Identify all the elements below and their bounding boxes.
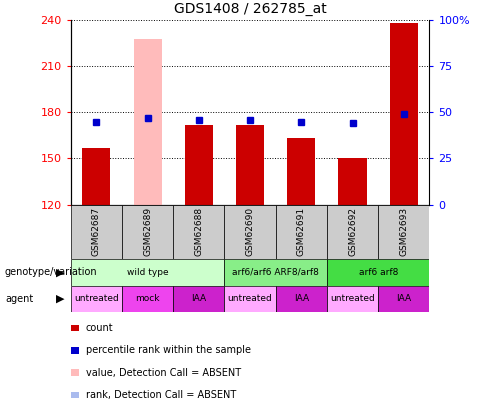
Text: genotype/variation: genotype/variation — [5, 267, 98, 277]
Bar — [185, 125, 213, 205]
Bar — [224, 286, 276, 312]
Text: IAA: IAA — [294, 294, 309, 303]
Bar — [287, 139, 315, 205]
Bar — [173, 286, 224, 312]
Bar — [173, 205, 224, 259]
Bar — [71, 205, 122, 259]
Bar — [327, 205, 378, 259]
Text: GSM62690: GSM62690 — [245, 207, 255, 256]
Text: GSM62693: GSM62693 — [399, 207, 408, 256]
Bar — [224, 205, 276, 259]
Text: rank, Detection Call = ABSENT: rank, Detection Call = ABSENT — [86, 390, 236, 400]
Text: GSM62691: GSM62691 — [297, 207, 306, 256]
Bar — [236, 125, 264, 205]
Text: wild type: wild type — [127, 268, 168, 277]
Bar — [224, 259, 327, 286]
Text: percentile rank within the sample: percentile rank within the sample — [86, 345, 251, 355]
Bar — [276, 205, 327, 259]
Bar — [378, 205, 429, 259]
Text: untreated: untreated — [330, 294, 375, 303]
Text: ▶: ▶ — [56, 267, 64, 277]
Bar — [134, 39, 162, 205]
Text: untreated: untreated — [74, 294, 119, 303]
Bar — [122, 205, 173, 259]
Bar — [378, 286, 429, 312]
Bar — [122, 286, 173, 312]
Text: mock: mock — [135, 294, 160, 303]
Text: ▶: ▶ — [56, 294, 64, 304]
Bar — [390, 23, 418, 205]
Text: agent: agent — [5, 294, 33, 304]
Bar — [82, 148, 110, 205]
Text: untreated: untreated — [228, 294, 272, 303]
Text: count: count — [86, 323, 114, 333]
Bar — [71, 286, 122, 312]
Bar — [71, 259, 224, 286]
Text: GSM62689: GSM62689 — [143, 207, 152, 256]
Bar — [327, 286, 378, 312]
Text: arf6/arf6 ARF8/arf8: arf6/arf6 ARF8/arf8 — [232, 268, 319, 277]
Bar — [339, 158, 366, 205]
Text: IAA: IAA — [191, 294, 206, 303]
Text: GSM62687: GSM62687 — [92, 207, 101, 256]
Bar — [276, 286, 327, 312]
Bar — [327, 259, 429, 286]
Text: GSM62692: GSM62692 — [348, 207, 357, 256]
Text: value, Detection Call = ABSENT: value, Detection Call = ABSENT — [86, 368, 241, 377]
Title: GDS1408 / 262785_at: GDS1408 / 262785_at — [174, 2, 326, 17]
Text: IAA: IAA — [396, 294, 411, 303]
Text: GSM62688: GSM62688 — [194, 207, 203, 256]
Text: arf6 arf8: arf6 arf8 — [359, 268, 398, 277]
